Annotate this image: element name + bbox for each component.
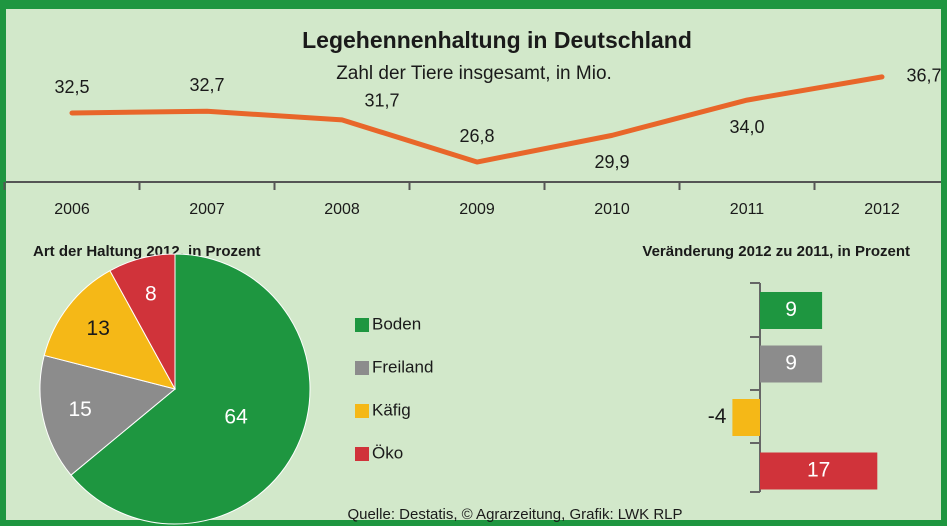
data-label: 29,9 <box>594 152 629 172</box>
slice-label: 13 <box>87 317 110 340</box>
legend-swatch <box>355 361 369 375</box>
line-title: Legehennenhaltung in Deutschland <box>302 27 692 53</box>
data-label: 34,0 <box>729 117 764 137</box>
legend-label: Boden <box>372 314 421 333</box>
pie-slice <box>109 253 176 390</box>
legend-swatch <box>355 318 369 332</box>
data-label: 36,7 <box>906 66 941 86</box>
line <box>69 74 885 165</box>
legend-label: Käfig <box>372 400 411 419</box>
x-tick-label: 2011 <box>730 201 765 218</box>
legend-swatch <box>355 404 369 418</box>
source: Quelle: Destatis, © Agrarzeitung, Grafik… <box>347 506 682 523</box>
slice-label: 64 <box>224 405 248 428</box>
x-tick-label: 2009 <box>459 201 495 218</box>
bar <box>732 399 760 436</box>
bar-title: Veränderung 2012 zu 2011, in Prozent <box>642 243 910 260</box>
pie-slice <box>39 354 177 476</box>
legend-swatch <box>355 447 369 461</box>
data-label: 26,8 <box>459 126 494 146</box>
bar <box>760 452 878 490</box>
line-subtitle: Zahl der Tiere insgesamt, in Mio. <box>336 63 612 84</box>
data-label: 9 <box>785 298 797 321</box>
pie-title: Art der Haltung 2012, in Prozent <box>33 243 261 260</box>
pie-slice <box>70 253 311 525</box>
x-tick-label: 2012 <box>864 201 900 218</box>
x-tick-label: 2008 <box>324 201 360 218</box>
slice-label: 15 <box>68 398 91 421</box>
data-label: 32,5 <box>54 77 89 97</box>
x-tick-label: 2006 <box>54 201 90 218</box>
bar <box>760 345 823 383</box>
data-label: -4 <box>708 405 727 428</box>
x-tick-label: 2010 <box>594 201 630 218</box>
pie-slice <box>43 270 176 390</box>
x-tick-label: 2007 <box>189 201 225 218</box>
data-label: 31,7 <box>364 91 399 111</box>
data-label: 32,7 <box>189 75 224 95</box>
legend-label: Freiland <box>372 357 433 376</box>
bar <box>760 292 823 329</box>
data-label: 9 <box>785 352 797 375</box>
data-label: 17 <box>807 459 830 482</box>
slice-label: 8 <box>145 282 157 305</box>
legend-label: Öko <box>372 443 403 462</box>
